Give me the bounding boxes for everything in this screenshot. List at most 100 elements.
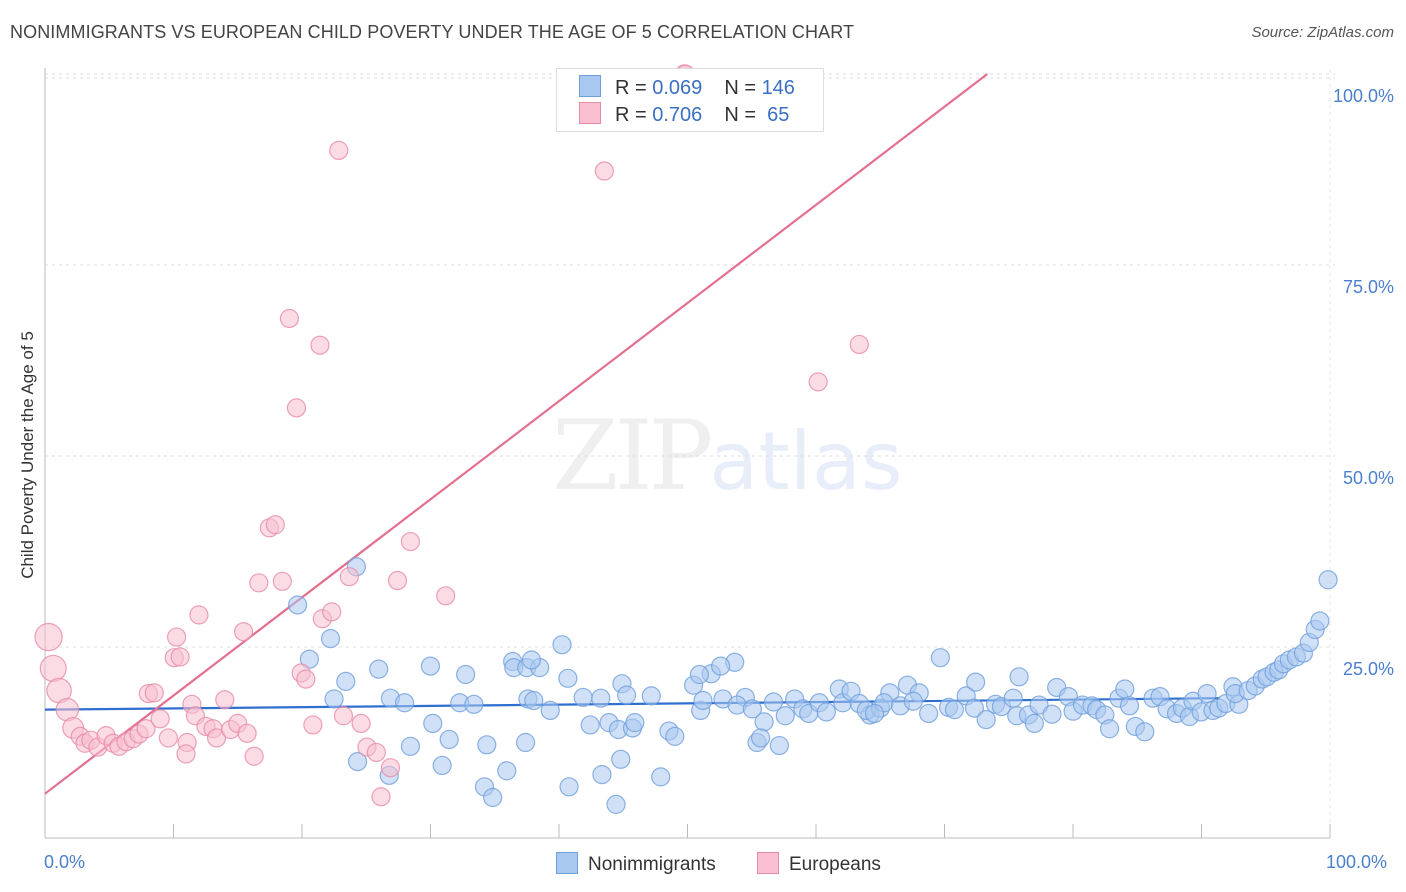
- nonimmigrants-point: [1009, 667, 1029, 687]
- nonimmigrants-point: [930, 648, 950, 668]
- nonimmigrants-point: [552, 635, 572, 655]
- nonimmigrants-point: [625, 713, 645, 733]
- r-value: 0.706: [652, 104, 703, 126]
- nonimmigrants-point: [775, 706, 795, 726]
- europeans-point: [176, 744, 196, 764]
- nonimmigrants-point: [1024, 713, 1044, 734]
- nonimmigrants-point: [288, 595, 308, 615]
- y-tick-label-100: 100.0%: [1332, 86, 1394, 106]
- nonimmigrants-point: [432, 755, 452, 776]
- europeans-point: [144, 683, 164, 703]
- nonimmigrants-point: [320, 628, 341, 649]
- chart-title: NONIMMIGRANTS VS EUROPEAN CHILD POVERTY …: [10, 22, 855, 42]
- nonimmigrants-point: [1099, 719, 1120, 739]
- nonimmigrants-point: [497, 761, 517, 781]
- legend-row-nonimmigrants: R = 0.069 N = 146: [579, 75, 795, 101]
- nonimmigrants-point: [336, 671, 356, 691]
- nonimmigrants-point: [903, 691, 923, 711]
- europeans-point: [244, 746, 264, 766]
- europeans-point: [400, 531, 421, 552]
- europeans-point: [351, 713, 371, 734]
- europeans-point: [215, 690, 235, 710]
- n-value: 146: [761, 77, 795, 99]
- nonimmigrants-point: [976, 709, 996, 730]
- nonimmigrants-point: [864, 703, 885, 724]
- nonimmigrants-point: [711, 656, 731, 676]
- nonimmigrants-point: [1003, 688, 1023, 708]
- nonimmigrants-point: [483, 787, 503, 808]
- nonimmigrants-point: [324, 689, 344, 709]
- nonimmigrants-point: [573, 687, 593, 708]
- europeans-swatch: [579, 102, 601, 124]
- trend-lines: [44, 73, 1221, 795]
- europeans-point: [136, 719, 156, 739]
- nonimmigrants-point: [347, 751, 368, 772]
- legend-label: Nonimmigrants: [588, 854, 716, 875]
- nonimmigrants-point: [769, 735, 789, 756]
- europeans-point: [170, 647, 190, 667]
- nonimmigrants-legend-swatch: [556, 852, 578, 874]
- europeans-point: [594, 161, 614, 181]
- nonimmigrants-point: [591, 688, 611, 708]
- europeans-point: [286, 398, 307, 418]
- y-axis-title: Child Poverty Under the Age of 5: [18, 331, 37, 579]
- nonimmigrants-point: [521, 650, 542, 670]
- r-value: 0.069: [652, 77, 703, 99]
- nonimmigrants-point: [1135, 722, 1155, 742]
- nonimmigrants-point: [611, 749, 631, 769]
- y-tick-label-75: 75.0%: [1342, 277, 1394, 297]
- nonimmigrants-point: [1115, 679, 1135, 699]
- europeans-point: [808, 372, 828, 392]
- europeans-point: [339, 567, 359, 587]
- europeans-point: [279, 308, 299, 329]
- nonimmigrants-point: [1029, 695, 1049, 715]
- y-tick-label-50: 50.0%: [1342, 468, 1394, 488]
- nonimmigrants-point: [540, 700, 560, 721]
- europeans-point: [366, 742, 386, 763]
- nonimmigrants-point: [420, 656, 440, 676]
- europeans-point: [333, 706, 354, 726]
- nonimmigrants-point: [477, 735, 497, 755]
- nonimmigrants-point: [592, 764, 612, 785]
- nonimmigrants-point: [1119, 696, 1140, 716]
- nonimmigrants-point: [423, 713, 443, 734]
- europeans-point: [34, 622, 63, 652]
- legend-label: Europeans: [789, 854, 881, 875]
- europeans-point: [436, 586, 456, 606]
- nonimmigrants-trend-line: [44, 697, 1221, 711]
- n-value: 65: [761, 104, 790, 126]
- nonimmigrants-point: [918, 703, 939, 724]
- nonimmigrants-swatch: [579, 75, 601, 97]
- europeans-point: [206, 728, 227, 748]
- nonimmigrants-point: [665, 726, 685, 746]
- nonimmigrants-point: [1310, 611, 1330, 631]
- nonimmigrants-point: [754, 712, 774, 732]
- nonimmigrants-point: [400, 736, 421, 756]
- n-label: N =: [724, 77, 762, 99]
- nonimmigrants-point: [524, 690, 544, 711]
- europeans-legend-swatch: [757, 852, 779, 874]
- nonimmigrants-point: [641, 686, 661, 706]
- axes: [44, 68, 1331, 839]
- legend-row-europeans: R = 0.706 N = 65: [579, 102, 789, 128]
- europeans-trend-line: [44, 73, 989, 795]
- nonimmigrants-point: [693, 690, 713, 711]
- correlation-legend: R = 0.069 N = 146 R = 0.706 N = 65: [556, 68, 824, 132]
- r-label: R =: [615, 104, 653, 126]
- nonimmigrants-point: [580, 715, 600, 735]
- europeans-point: [167, 627, 187, 647]
- europeans-point: [849, 334, 869, 355]
- nonimmigrants-point: [439, 729, 459, 750]
- europeans-point: [303, 715, 323, 735]
- nonimmigrants-point: [456, 664, 476, 685]
- europeans-point: [233, 622, 254, 642]
- nonimmigrants-point: [964, 698, 985, 718]
- europeans-point: [265, 515, 285, 535]
- europeans-point: [387, 570, 408, 591]
- nonimmigrants-point: [1197, 684, 1217, 704]
- nonimmigrants-point: [515, 732, 536, 753]
- europeans-point: [272, 571, 292, 591]
- europeans-point: [371, 787, 391, 807]
- nonimmigrants-point: [1042, 704, 1062, 724]
